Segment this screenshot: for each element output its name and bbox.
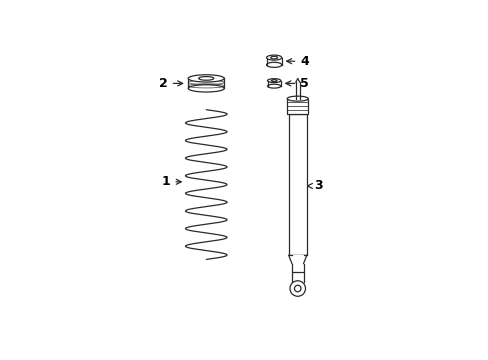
Text: 5: 5	[285, 77, 308, 90]
Ellipse shape	[198, 77, 213, 80]
Circle shape	[289, 281, 305, 296]
Ellipse shape	[188, 75, 224, 82]
Bar	[286, 99, 307, 114]
Ellipse shape	[270, 57, 277, 59]
Text: 1: 1	[162, 175, 181, 188]
Ellipse shape	[271, 80, 276, 82]
Text: 3: 3	[307, 179, 322, 193]
Text: 2: 2	[159, 77, 183, 90]
Text: 4: 4	[286, 55, 308, 68]
Bar	[288, 114, 306, 255]
Circle shape	[294, 285, 301, 292]
Bar	[288, 255, 306, 264]
Ellipse shape	[267, 79, 280, 82]
Bar	[291, 255, 303, 272]
Ellipse shape	[188, 85, 224, 92]
Ellipse shape	[286, 96, 307, 101]
Ellipse shape	[266, 62, 281, 67]
Ellipse shape	[266, 55, 281, 60]
Ellipse shape	[267, 84, 280, 88]
